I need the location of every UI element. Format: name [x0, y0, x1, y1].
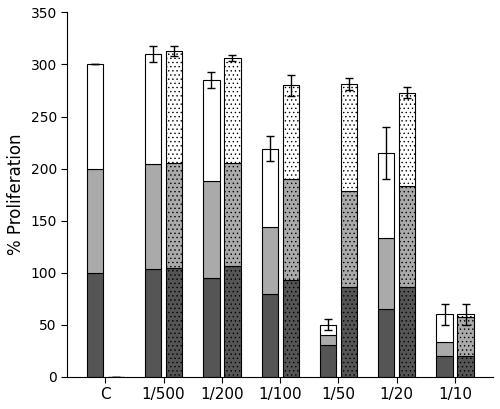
Bar	[262, 149, 278, 227]
Bar	[378, 153, 394, 238]
Bar	[224, 58, 240, 163]
Bar	[378, 309, 394, 377]
Bar	[378, 238, 394, 309]
Bar	[399, 92, 415, 186]
Bar	[458, 314, 473, 317]
Bar	[399, 186, 415, 287]
Bar	[341, 191, 357, 287]
Bar	[399, 287, 415, 377]
Bar	[203, 80, 220, 181]
Bar	[320, 325, 336, 335]
Bar	[282, 280, 299, 377]
Bar	[282, 179, 299, 280]
Bar	[224, 266, 240, 377]
Bar	[145, 270, 162, 377]
Bar	[145, 164, 162, 270]
Bar	[203, 181, 220, 278]
Bar	[166, 268, 182, 377]
Bar	[341, 84, 357, 191]
Bar	[282, 85, 299, 179]
Bar	[458, 317, 473, 356]
Bar	[436, 342, 452, 356]
Bar	[436, 356, 452, 377]
Bar	[86, 65, 103, 169]
Bar	[458, 356, 473, 377]
Bar	[262, 227, 278, 294]
Bar	[341, 287, 357, 377]
Bar	[166, 163, 182, 268]
Bar	[320, 346, 336, 377]
Bar	[166, 51, 182, 163]
Bar	[436, 314, 452, 342]
Y-axis label: % Proliferation: % Proliferation	[7, 134, 25, 255]
Bar	[86, 272, 103, 377]
Bar	[224, 163, 240, 266]
Bar	[86, 169, 103, 272]
Bar	[145, 54, 162, 164]
Bar	[203, 278, 220, 377]
Bar	[262, 294, 278, 377]
Bar	[320, 335, 336, 346]
